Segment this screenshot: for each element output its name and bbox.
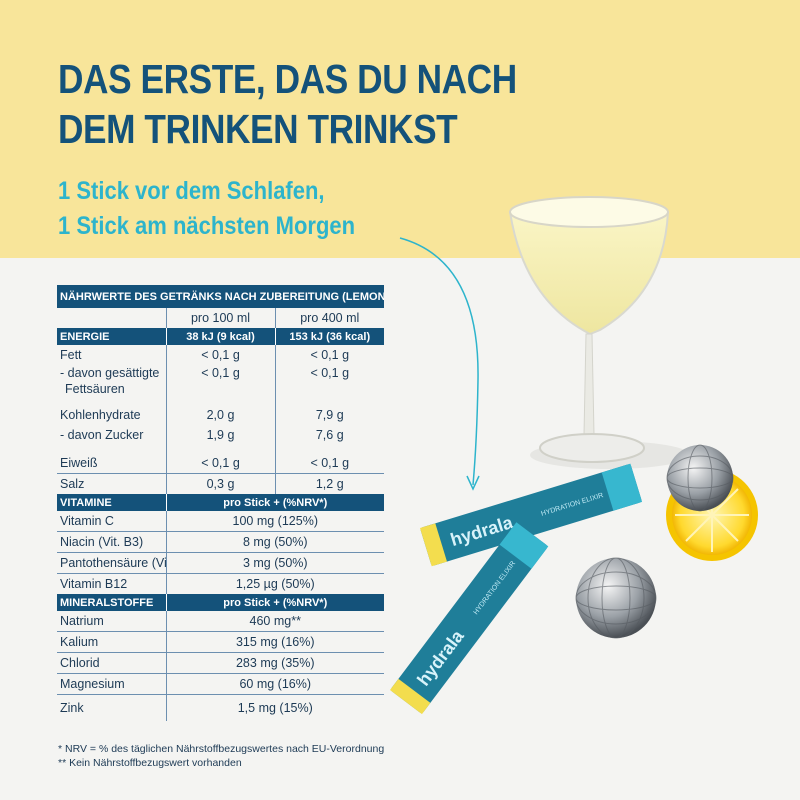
table-row: Zink 1,5 mg (15%) <box>57 694 384 721</box>
subline: 1 Stick vor dem Schlafen, 1 Stick am näc… <box>58 174 355 244</box>
table-title: NÄHRWERTE DES GETRÄNKS NACH ZUBEREITUNG … <box>57 285 384 308</box>
vitamine-unit: pro Stick + (%NRV*) <box>165 494 384 511</box>
table-row: Salz 0,3 g 1,2 g <box>57 473 384 494</box>
energy-100ml: 38 kJ (9 kcal) <box>165 328 275 345</box>
row-value: 60 mg (16%) <box>165 673 384 695</box>
row-label: Chlorid <box>57 652 166 674</box>
vitamine-header: VITAMINE <box>57 494 166 511</box>
disco-ball-icon <box>575 444 734 639</box>
row-value: 8 mg (50%) <box>165 531 384 553</box>
table-row: - davon Zucker 1,9 g 7,6 g <box>57 425 384 445</box>
energy-400ml: 153 kJ (36 kcal) <box>274 328 384 345</box>
row-value: 1,25 µg (50%) <box>165 573 384 594</box>
row-value: 3 mg (50%) <box>165 552 384 574</box>
row-value-100ml: < 0,1 g <box>165 345 275 365</box>
row-label: Pantothensäure (Vit. B5) <box>57 552 166 574</box>
row-value-400ml: 1,2 g <box>274 473 384 494</box>
row-label-continued: Fettsäuren <box>65 382 125 396</box>
stick-pack-icon: hydrala HYDRATION ELIXIR <box>390 522 549 715</box>
row-value: 283 mg (35%) <box>165 652 384 674</box>
row-value-100ml: 1,9 g <box>165 425 275 445</box>
subline-line-2: 1 Stick am nächsten Morgen <box>58 212 356 240</box>
row-value-100ml: < 0,1 g <box>165 365 275 381</box>
subline-line-1: 1 Stick vor dem Schlafen, <box>58 177 325 205</box>
footnote-nrv: * NRV = % des täglichen Nährstoffbezugsw… <box>58 743 385 755</box>
mineral-header: MINERALSTOFFE <box>57 594 166 611</box>
cocktail-glass-icon <box>508 196 670 463</box>
row-label: Salz <box>60 477 85 491</box>
stick-pack-icon: hydrala HYDRATION ELIXIR <box>420 463 643 567</box>
row-label: Niacin (Vit. B3) <box>57 531 166 553</box>
table-row: Fettsäuren <box>57 381 384 397</box>
mineral-unit: pro Stick + (%NRV*) <box>165 594 384 611</box>
row-value: 100 mg (125%) <box>165 511 384 532</box>
headline: DAS ERSTE, DAS DU NACH DEM TRINKEN TRINK… <box>58 54 517 154</box>
row-label: Vitamin C <box>57 511 166 532</box>
footnote-kein: ** Kein Nährstoffbezugswert vorhanden <box>58 757 242 769</box>
table-row: Magnesium 60 mg (16%) <box>57 673 384 695</box>
table-row: Natrium 460 mg** <box>57 611 384 632</box>
row-label: Fett <box>60 348 82 362</box>
row-value-100ml: < 0,1 g <box>165 453 275 474</box>
table-row: Kohlenhydrate 2,0 g 7,9 g <box>57 405 384 425</box>
table-row: Pantothensäure (Vit. B5) 3 mg (50%) <box>57 552 384 574</box>
energy-label: ENERGIE <box>57 328 166 345</box>
nutrition-table: NÄHRWERTE DES GETRÄNKS NACH ZUBEREITUNG … <box>57 285 384 721</box>
row-value: 1,5 mg (15%) <box>165 694 384 721</box>
row-label: Vitamin B12 <box>60 577 128 591</box>
headline-line-1: DAS ERSTE, DAS DU NACH <box>58 56 517 102</box>
table-row: - davon gesättigte < 0,1 g < 0,1 g <box>57 365 384 381</box>
row-value-400ml: < 0,1 g <box>274 453 384 474</box>
row-label: Natrium <box>57 611 166 632</box>
row-value-400ml: 7,6 g <box>274 425 384 445</box>
row-value-400ml: < 0,1 g <box>274 365 384 381</box>
row-value: 460 mg** <box>165 611 384 632</box>
row-value-400ml: < 0,1 g <box>274 345 384 365</box>
col-header-400ml: pro 400 ml <box>274 308 384 328</box>
footnotes: * NRV = % des täglichen Nährstoffbezugsw… <box>58 742 384 770</box>
table-row: Eiweiß < 0,1 g < 0,1 g <box>57 453 384 474</box>
table-row: Vitamin C 100 mg (125%) <box>57 511 384 532</box>
row-value-400ml: 7,9 g <box>274 405 384 425</box>
row-label: Zink <box>60 701 84 715</box>
row-label: Magnesium <box>57 673 166 695</box>
mineral-header-row: MINERALSTOFFE pro Stick + (%NRV*) <box>57 594 384 611</box>
col-header-100ml: pro 100 ml <box>165 308 275 328</box>
table-row: Kalium 315 mg (16%) <box>57 631 384 653</box>
row-label: Kalium <box>57 631 166 653</box>
row-label: Eiweiß <box>57 453 166 474</box>
table-title-row: NÄHRWERTE DES GETRÄNKS NACH ZUBEREITUNG … <box>57 285 384 308</box>
row-value: 315 mg (16%) <box>165 631 384 653</box>
table-row: Niacin (Vit. B3) 8 mg (50%) <box>57 531 384 553</box>
table-row: Chlorid 283 mg (35%) <box>57 652 384 674</box>
row-label: - davon gesättigte <box>60 366 160 380</box>
headline-line-2: DEM TRINKEN TRINKST <box>58 106 458 152</box>
vitamine-header-row: VITAMINE pro Stick + (%NRV*) <box>57 494 384 511</box>
row-value-100ml: 0,3 g <box>165 473 275 494</box>
energy-row: ENERGIE 38 kJ (9 kcal) 153 kJ (36 kcal) <box>57 328 384 345</box>
row-value-100ml: 2,0 g <box>165 405 275 425</box>
table-row: Fett < 0,1 g < 0,1 g <box>57 345 384 365</box>
table-row: Vitamin B12 1,25 µg (50%) <box>57 573 384 594</box>
row-label: Kohlenhydrate <box>60 408 141 422</box>
row-label: - davon Zucker <box>60 428 144 442</box>
table-header-row: pro 100 ml pro 400 ml <box>57 308 384 328</box>
